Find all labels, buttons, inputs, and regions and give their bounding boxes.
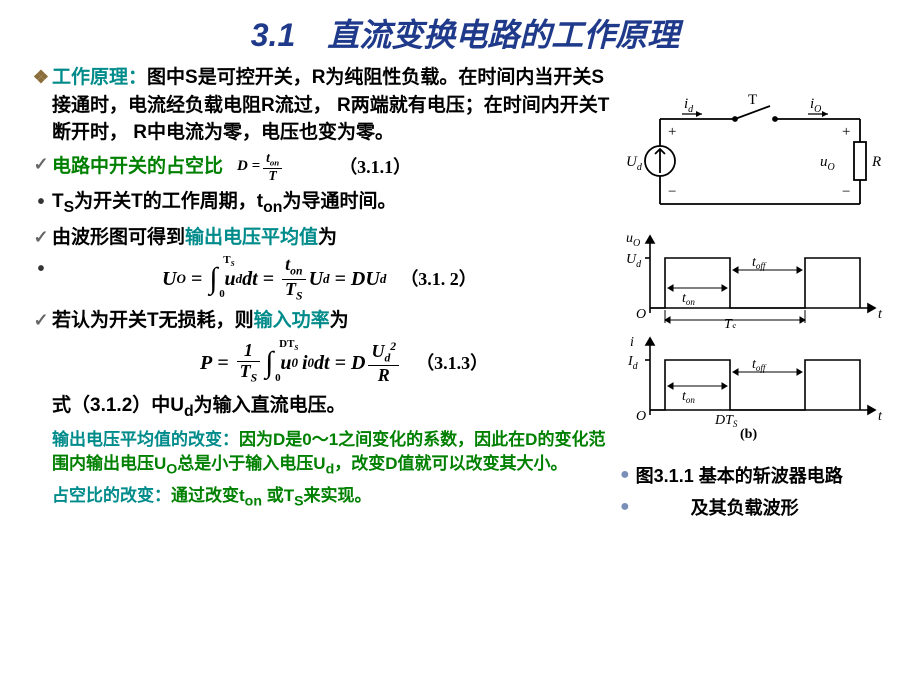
para-ud-note: 式（3.1.2）中Ud为输入直流电压。 <box>30 392 610 424</box>
svg-text:ton: ton <box>682 389 695 405</box>
page-title: 3.1 直流变换电路的工作原理 <box>30 10 900 56</box>
svg-text:Ud: Ud <box>626 252 642 270</box>
svg-text:t: t <box>878 307 883 322</box>
svg-text:+: + <box>668 124 676 140</box>
svg-text:i: i <box>630 335 634 350</box>
svg-text:T: T <box>748 94 757 108</box>
svg-text:R: R <box>871 154 881 170</box>
svg-text:O: O <box>636 409 646 424</box>
svg-text:Id: Id <box>627 354 639 372</box>
svg-text:Ud: Ud <box>626 154 643 173</box>
dot-icon: • <box>30 188 52 217</box>
svg-text:(b): (b) <box>740 427 757 442</box>
svg-text:uO: uO <box>626 231 640 249</box>
svg-text:toff: toff <box>752 357 767 373</box>
para-change-avg: 输出电压平均值的改变：因为D是0～1之间变化的系数，因此在D的变化范围内输出电压… <box>30 428 610 481</box>
svg-text:−: − <box>668 184 676 200</box>
diamond-icon: ❖ <box>30 64 52 90</box>
figure-caption: ● 图3.1.1 基本的斩波器电路 ● 及其负载波形 <box>620 462 900 520</box>
label-duty-cycle: 电路中开关的占空比 <box>52 153 223 181</box>
equation-3-1-2: UO = ∫0TS uddt = tonTS Ud = DUd <box>162 255 386 303</box>
svg-text:id: id <box>684 96 694 115</box>
svg-text:t: t <box>878 409 883 424</box>
svg-text:−: − <box>842 184 850 200</box>
svg-text:iO: iO <box>810 96 821 115</box>
eqref-3-1-1: （3.1.1） <box>339 154 411 180</box>
equation-3-1-2-row: • UO = ∫0TS uddt = tonTS Ud = DUd （3.1. … <box>30 255 610 303</box>
para-duty-cycle: ✓ 电路中开关的占空比 D = ton T （3.1.1） <box>30 151 610 184</box>
dot-icon: • <box>30 255 52 284</box>
check-icon: ✓ <box>30 224 52 250</box>
para-input-power: ✓ 若认为开关T无损耗，则输入功率为 <box>30 307 610 335</box>
para-working-principle: ❖ 工作原理：图中S是可控开关，R为纯阻性负载。在时间内当开关S接通时，电流经负… <box>30 64 610 147</box>
circle-bullet-icon: ● <box>620 466 630 484</box>
para-change-duty: 占空比的改变：通过改变ton 或TS来实现。 <box>30 484 610 512</box>
right-column: id T iO Ud + − uO + − R <box>620 64 900 526</box>
svg-text:DTS: DTS <box>714 413 738 429</box>
para-ts-ton: • TS为开关T的工作周期，ton为导通时间。 <box>30 188 610 220</box>
circuit-diagram: id T iO Ud + − uO + − R <box>620 94 890 224</box>
svg-text:toff: toff <box>752 255 767 271</box>
svg-text:uO: uO <box>820 154 835 173</box>
waveform-i: i Id ton toff O DTS t (b) <box>620 332 890 442</box>
equation-3-1-1: D = ton T <box>237 151 285 184</box>
circle-bullet-icon: ● <box>620 498 630 516</box>
svg-text:O: O <box>636 307 646 322</box>
svg-text:+: + <box>842 124 850 140</box>
para-avg-output: ✓ 由波形图可得到输出电压平均值为 <box>30 224 610 252</box>
eqref-3-1-2: （3.1. 2） <box>400 266 477 292</box>
left-column: ❖ 工作原理：图中S是可控开关，R为纯阻性负载。在时间内当开关S接通时，电流经负… <box>30 64 610 526</box>
equation-3-1-3: P = 1TS ∫0DTS u0 i0dt = D Ud2R <box>200 341 402 386</box>
waveform-uo: uO Ud ton toff TS O t <box>620 228 890 328</box>
label-working-principle: 工作原理： <box>52 67 147 88</box>
check-icon: ✓ <box>30 307 52 333</box>
slide: 3.1 直流变换电路的工作原理 ❖ 工作原理：图中S是可控开关，R为纯阻性负载。… <box>0 0 920 690</box>
check-icon: ✓ <box>30 151 52 177</box>
caption-line1: 图3.1.1 基本的斩波器电路 <box>636 462 843 488</box>
svg-text:ton: ton <box>682 291 695 307</box>
eqref-3-1-3: （3.1.3） <box>416 350 488 376</box>
content-row: ❖ 工作原理：图中S是可控开关，R为纯阻性负载。在时间内当开关S接通时，电流经负… <box>30 64 900 526</box>
caption-line2: 及其负载波形 <box>636 494 799 520</box>
svg-text:TS: TS <box>724 317 737 328</box>
equation-3-1-3-row: P = 1TS ∫0DTS u0 i0dt = D Ud2R （3.1.3） <box>30 341 610 386</box>
